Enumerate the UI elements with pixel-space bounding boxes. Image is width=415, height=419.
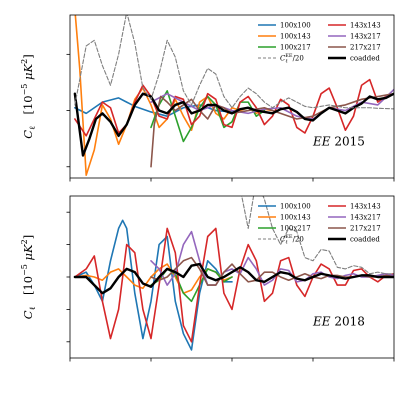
legend-label-sup: EE <box>285 234 293 240</box>
y-label-subscript: ℓ <box>28 126 37 130</box>
legend-label-text: 217x217 <box>350 225 381 233</box>
legend-label-text: 100x143 <box>280 214 311 222</box>
legend-label-text: 143x143 <box>350 203 381 211</box>
series-line-143x143 <box>74 227 394 343</box>
y-label-units-prefix: [10 <box>21 276 35 307</box>
legend-label-sub: ℓ <box>285 59 287 65</box>
y-label-symbol: C <box>21 310 35 319</box>
y-label-units-exp: −5 <box>20 264 29 276</box>
series-group <box>73 15 394 176</box>
legend: 100x100100x143100x217CℓEE/20143x143143x2… <box>258 22 381 65</box>
legend-label-text: 217x217 <box>350 44 381 52</box>
legend-label-text: coadded <box>350 55 380 63</box>
y-axis-label: Cℓ [10−5 μK2] <box>20 235 37 319</box>
legend-label-text: 143x143 <box>350 22 381 30</box>
legend-label: 143x143 <box>350 203 381 211</box>
legend-label: 217x217 <box>350 44 381 52</box>
legend-label-suffix: /20 <box>293 55 304 63</box>
legend-label-text: coadded <box>350 236 380 244</box>
legend-label-text: C <box>280 236 286 244</box>
legend-label-sup: EE <box>285 53 293 59</box>
annotation-prefix: EE <box>312 134 331 148</box>
legend-label: 100x143 <box>280 214 311 222</box>
series-line-100x143 <box>74 15 274 176</box>
y-label-subscript: ℓ <box>28 306 37 310</box>
y-label-units-close: ] <box>21 235 35 240</box>
series-line-coadded <box>73 92 394 157</box>
y-label-units-suffix: μK <box>21 62 35 83</box>
y-label-units-exp: −5 <box>20 84 29 96</box>
series-line-143x217 <box>150 88 394 120</box>
panel-annotation: EE 2015 <box>312 134 365 148</box>
legend-label: 100x217 <box>280 44 311 52</box>
legend-label: 100x100 <box>280 22 311 30</box>
legend-label-text: 100x100 <box>280 203 311 211</box>
legend-label-sub: ℓ <box>285 240 287 246</box>
legend-label: CℓEE/20 <box>280 53 304 65</box>
legend-label-text: 100x100 <box>280 22 311 30</box>
annotation-year: 2015 <box>331 134 365 148</box>
legend-label: 143x217 <box>350 33 381 41</box>
y-axis-label: Cℓ [10−5 μK2] <box>20 54 37 138</box>
legend-label-suffix: /20 <box>293 236 304 244</box>
panel-bottom: Cℓ [10−5 μK2] EE 2018 100x100 100x143 100x21… <box>20 195 395 362</box>
series-group <box>73 196 394 351</box>
legend-label-text: 143x217 <box>350 33 381 41</box>
legend-label-text: 143x217 <box>350 214 381 222</box>
y-label-units-close: ] <box>21 54 35 59</box>
legend-label-text: 100x217 <box>280 225 311 233</box>
legend-label: coadded <box>350 236 380 244</box>
legend-label: coadded <box>350 55 380 63</box>
y-label-units-power: 2 <box>20 239 29 244</box>
legend-label: 100x143 <box>280 33 311 41</box>
legend-label: 143x143 <box>350 22 381 30</box>
y-label-units-prefix: [10 <box>21 95 35 126</box>
axes-frame <box>69 14 395 179</box>
y-label-units-power: 2 <box>20 59 29 64</box>
legend: 100x100100x143100x217CℓEE/20143x143143x2… <box>258 203 381 246</box>
legend-label: 100x100 <box>280 203 311 211</box>
legend-label-text: 100x217 <box>280 44 311 52</box>
legend-label: 100x217 <box>280 225 311 233</box>
annotation-prefix: EE <box>312 315 331 329</box>
panel-annotation: EE 2018 <box>312 315 365 329</box>
y-label-symbol: C <box>21 130 35 139</box>
legend-label: 143x217 <box>350 214 381 222</box>
annotation-year: 2018 <box>331 315 365 329</box>
legend-label: 217x217 <box>350 225 381 233</box>
series-line-coadded <box>73 262 394 295</box>
series-line-CEE20 <box>74 15 394 110</box>
series-line-CEE20 <box>241 196 394 275</box>
series-line-100x217 <box>150 90 266 143</box>
legend-label-text: 100x143 <box>280 33 311 41</box>
legend-label: CℓEE/20 <box>280 234 304 246</box>
panel-top: Cℓ [10−5 μK2] EE 2015 100x100 100x143 100x21… <box>20 14 395 182</box>
legend-label-text: C <box>280 55 286 63</box>
series-line-143x217 <box>150 230 394 286</box>
series-line-143x143 <box>74 78 394 137</box>
y-label-units-suffix: μK <box>21 243 35 264</box>
